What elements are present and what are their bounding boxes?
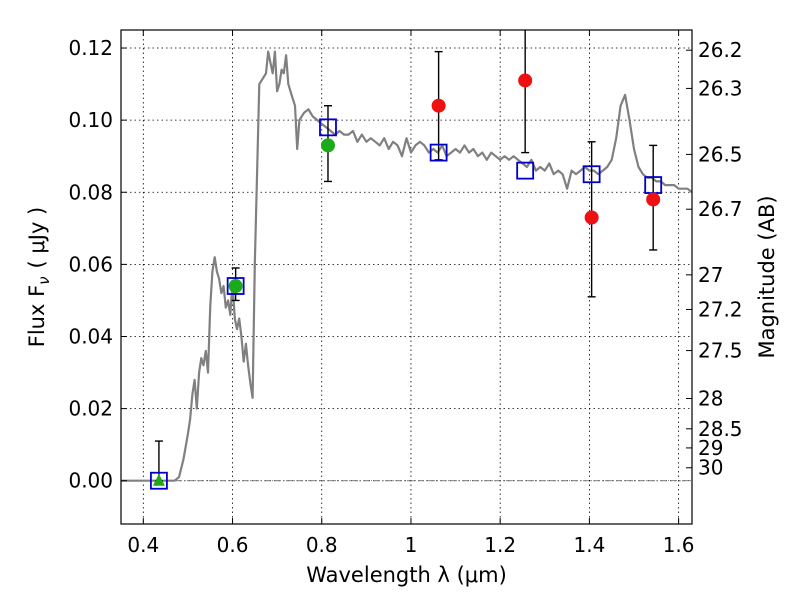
y-axis-label-text: Flux F xyxy=(25,285,49,347)
y-tick-label: 0.08 xyxy=(68,180,113,204)
y-axis-label: Flux Fν ( μJy ) xyxy=(25,207,53,348)
nir-photometry-point xyxy=(518,73,533,88)
axis-ticks xyxy=(121,30,692,524)
nir-photometry-point xyxy=(431,98,446,113)
x-axis-label: Wavelength λ (μm) xyxy=(306,563,507,587)
optical-photometry-point xyxy=(320,138,335,153)
mag-tick-label: 27 xyxy=(698,263,723,287)
y-tick-label: 0.06 xyxy=(68,252,113,276)
model-photometry-square xyxy=(429,143,448,162)
y-tick-label: 0.10 xyxy=(68,108,113,132)
y2-axis-label: Magnitude (AB) xyxy=(755,195,779,358)
mag-tick-label: 26.5 xyxy=(698,142,743,166)
tick-labels: 0.4 0.6 0.8 1 1.2 1.4 1.6 0.00 0.02 0.04 0.06 0.08 0… xyxy=(68,36,742,557)
model-photometry-square xyxy=(516,161,535,180)
model-photometry-square xyxy=(319,118,337,137)
plot-frame xyxy=(120,29,693,525)
mag-tick-label: 28.5 xyxy=(698,417,743,441)
mag-tick-label: 28 xyxy=(698,387,723,411)
mag-tick-label: 26.7 xyxy=(698,197,743,221)
model-photometry-square xyxy=(226,277,245,295)
mag-tick-label: 27.5 xyxy=(698,339,743,363)
optical-photometry-point xyxy=(228,279,243,294)
grid-lines xyxy=(121,30,692,524)
model-photometry-square xyxy=(582,165,601,184)
mag-tick-label: 30 xyxy=(698,456,723,480)
model-spectrum-line xyxy=(121,50,693,482)
nir-photometry-point xyxy=(646,192,661,207)
x-tick-label: 1 xyxy=(405,533,418,557)
y-tick-label: 0.00 xyxy=(68,469,113,493)
mag-tick-label: 26.2 xyxy=(698,38,743,62)
y-tick-label: 0.04 xyxy=(68,324,113,348)
x-tick-label: 1.2 xyxy=(484,533,516,557)
nir-photometry-point xyxy=(584,210,599,225)
data-series xyxy=(121,30,693,490)
mag-tick-label: 27.2 xyxy=(698,297,743,321)
x-tick-label: 1.6 xyxy=(663,533,695,557)
model-photometry-square xyxy=(150,471,168,490)
x-tick-label: 1.4 xyxy=(573,533,605,557)
y-axis-label-units: ( μJy ) xyxy=(25,207,49,269)
x-tick-label: 0.4 xyxy=(127,533,159,557)
y-tick-label: 0.12 xyxy=(68,36,113,60)
optical-photometry-triangle xyxy=(152,473,165,486)
y-tick-label: 0.02 xyxy=(68,397,113,421)
mag-tick-label: 29 xyxy=(698,436,723,460)
y-axis-label-subscript: ν xyxy=(35,276,53,284)
mag-tick-label: 26.3 xyxy=(698,76,743,100)
x-tick-label: 0.6 xyxy=(217,533,249,557)
x-tick-label: 0.8 xyxy=(306,533,338,557)
